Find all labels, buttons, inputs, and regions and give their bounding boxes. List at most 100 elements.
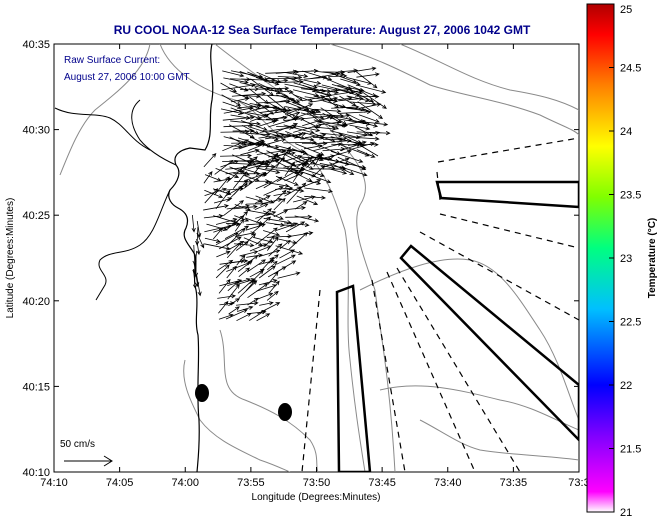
current-vector bbox=[310, 71, 341, 80]
current-vector bbox=[225, 169, 246, 175]
current-vector bbox=[304, 154, 336, 163]
current-vector bbox=[233, 171, 261, 176]
current-vector bbox=[275, 79, 304, 84]
current-vector bbox=[328, 168, 348, 175]
current-vector bbox=[312, 136, 348, 141]
current-vector bbox=[283, 154, 303, 162]
current-vector bbox=[254, 195, 271, 204]
current-vector bbox=[254, 203, 269, 211]
bathymetry-contour bbox=[59, 44, 151, 176]
current-vector bbox=[258, 265, 276, 279]
current-vector bbox=[259, 108, 280, 113]
current-vector bbox=[284, 161, 296, 177]
colorbar-tick-label: 23.5 bbox=[620, 190, 641, 202]
current-vector bbox=[223, 123, 254, 128]
current-vector bbox=[215, 189, 231, 210]
current-vector bbox=[239, 94, 261, 99]
current-vector bbox=[226, 265, 237, 279]
current-vector bbox=[275, 245, 304, 255]
current-vector bbox=[358, 102, 382, 109]
current-vector bbox=[266, 290, 279, 301]
bathymetry-contour bbox=[159, 44, 366, 472]
current-vector bbox=[239, 250, 259, 257]
current-vector bbox=[283, 188, 305, 193]
current-vector bbox=[268, 89, 294, 94]
current-vector bbox=[239, 132, 271, 137]
current-vector bbox=[263, 176, 283, 189]
current-vector bbox=[304, 133, 327, 139]
current-vector bbox=[268, 243, 283, 257]
current-vector bbox=[237, 104, 270, 116]
current-vector bbox=[214, 159, 234, 175]
current-vector bbox=[268, 280, 280, 294]
current-vector bbox=[358, 89, 387, 109]
x-axis-label: Longitude (Degrees:Minutes) bbox=[252, 492, 381, 503]
x-tick-label: 73:40 bbox=[434, 477, 462, 489]
colorbar-label: Temperature (°C) bbox=[647, 218, 658, 299]
current-vector bbox=[275, 146, 291, 168]
current-vector bbox=[285, 103, 314, 115]
current-vector bbox=[273, 189, 287, 203]
current-vector bbox=[294, 201, 308, 210]
current-vector bbox=[222, 101, 242, 110]
x-tick-label: 73:55 bbox=[237, 477, 265, 489]
current-vector bbox=[230, 96, 250, 103]
current-vector bbox=[312, 126, 337, 131]
current-vector bbox=[273, 197, 286, 211]
annotation-line: August 27, 2006 10:00 GMT bbox=[64, 72, 190, 83]
annotation-line: Raw Surface Current: bbox=[64, 55, 160, 66]
current-vector bbox=[337, 109, 372, 115]
x-tick-label: 73:45 bbox=[368, 477, 396, 489]
current-vector bbox=[196, 232, 205, 249]
y-tick-label: 40:35 bbox=[22, 39, 50, 51]
current-vector bbox=[274, 111, 301, 120]
current-vector bbox=[268, 117, 299, 128]
current-vector bbox=[279, 249, 296, 259]
current-vector bbox=[212, 227, 224, 240]
current-vector bbox=[232, 171, 247, 189]
current-vector bbox=[217, 259, 234, 271]
current-vector bbox=[304, 187, 333, 194]
current-vector bbox=[203, 204, 230, 211]
current-vector bbox=[222, 139, 250, 152]
current-vector bbox=[258, 249, 281, 258]
current-vector bbox=[293, 195, 316, 203]
x-axis-ticks: 74:10 74:05 74:00 73:55 73:50 73:45 73:40 73:35… bbox=[40, 44, 590, 489]
y-tick-label: 40:30 bbox=[22, 125, 50, 137]
current-vector bbox=[295, 77, 322, 85]
current-vector bbox=[230, 107, 262, 120]
current-vector bbox=[285, 221, 306, 233]
current-vector bbox=[356, 72, 380, 78]
current-vector bbox=[230, 120, 261, 126]
current-vector bbox=[306, 173, 332, 184]
current-vector bbox=[356, 131, 381, 138]
current-vector bbox=[249, 309, 266, 321]
current-vector bbox=[203, 171, 213, 184]
current-vector bbox=[263, 197, 283, 204]
current-vector bbox=[203, 152, 217, 168]
current-vector bbox=[204, 237, 221, 243]
current-vector bbox=[247, 297, 259, 306]
current-vector bbox=[226, 168, 243, 183]
plot-area bbox=[53, 43, 580, 473]
y-tick-label: 40:15 bbox=[22, 381, 50, 393]
current-vector bbox=[245, 196, 263, 203]
bathymetry-contour bbox=[399, 44, 579, 111]
bathymetry-contour bbox=[379, 385, 579, 431]
current-vector bbox=[250, 113, 270, 122]
current-vector bbox=[216, 250, 231, 258]
current-vector bbox=[225, 165, 248, 170]
current-vector bbox=[319, 132, 344, 138]
current-vector bbox=[264, 235, 275, 247]
current-vector bbox=[284, 186, 302, 197]
current-vector bbox=[225, 215, 245, 231]
current-vector bbox=[256, 149, 287, 155]
current-vector bbox=[328, 73, 348, 79]
current-vectors bbox=[191, 66, 391, 322]
current-vector bbox=[356, 149, 376, 158]
current-vector bbox=[256, 119, 277, 128]
current-vector bbox=[226, 185, 243, 203]
current-vector bbox=[259, 301, 274, 306]
current-vector bbox=[347, 66, 377, 73]
current-vector bbox=[228, 259, 249, 264]
